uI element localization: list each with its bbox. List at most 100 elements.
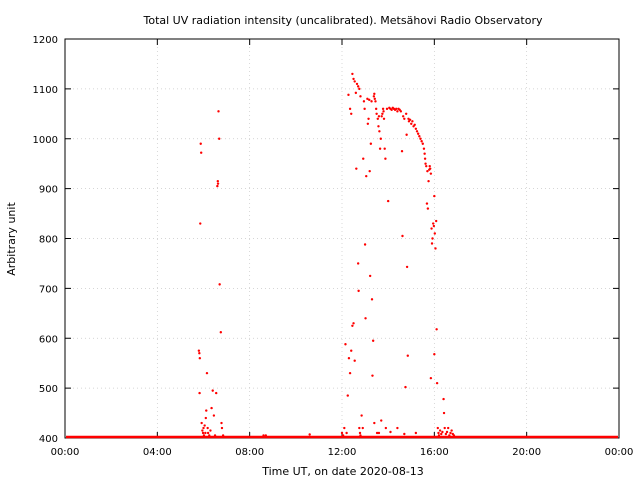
data-point <box>368 274 372 278</box>
data-point <box>385 107 389 111</box>
data-point <box>443 426 446 430</box>
data-point <box>362 100 366 103</box>
data-point <box>358 431 362 435</box>
data-point <box>380 419 383 422</box>
data-point <box>368 98 371 102</box>
data-points <box>66 72 618 439</box>
data-point <box>384 157 387 160</box>
data-point <box>386 199 390 203</box>
data-point <box>435 381 439 385</box>
data-point <box>367 117 370 121</box>
data-point <box>352 322 355 325</box>
data-point <box>353 359 356 362</box>
data-point <box>434 219 438 223</box>
data-point <box>383 147 386 150</box>
x-tick-label: 08:00 <box>235 447 264 458</box>
data-point <box>380 115 383 118</box>
data-point <box>438 429 442 432</box>
data-point <box>411 120 414 123</box>
data-point <box>405 133 408 136</box>
data-point <box>219 331 223 334</box>
data-point <box>405 265 409 269</box>
data-point <box>446 426 450 430</box>
data-point <box>198 391 201 395</box>
data-point <box>373 97 376 101</box>
data-point <box>381 112 384 116</box>
data-point <box>401 234 404 238</box>
data-point <box>340 431 344 435</box>
data-point <box>371 339 375 342</box>
data-point <box>198 352 201 355</box>
data-point <box>433 353 436 356</box>
data-point <box>376 117 379 121</box>
data-point <box>414 127 418 130</box>
data-point <box>357 289 360 293</box>
data-point <box>216 179 220 183</box>
data-point <box>413 123 416 126</box>
data-point <box>351 324 354 327</box>
data-point <box>360 414 363 417</box>
data-point <box>216 182 220 185</box>
x-tick-label: 16:00 <box>420 447 449 458</box>
data-point <box>430 227 433 230</box>
data-point <box>442 397 445 401</box>
data-point <box>215 391 218 395</box>
data-point <box>202 426 205 430</box>
data-point <box>368 169 371 173</box>
data-point <box>350 112 353 116</box>
data-point <box>204 416 208 420</box>
x-tick-label: 00:00 <box>605 447 634 458</box>
data-point <box>199 142 202 145</box>
data-point <box>344 343 347 346</box>
data-point <box>429 376 433 380</box>
data-point <box>381 107 385 111</box>
data-point <box>427 179 430 183</box>
data-point <box>431 237 434 240</box>
data-point <box>377 115 381 118</box>
data-point <box>264 434 268 437</box>
data-point <box>418 135 421 138</box>
data-point <box>408 118 412 122</box>
data-point <box>428 164 431 168</box>
data-point <box>375 431 379 435</box>
data-point <box>441 430 444 434</box>
data-point <box>217 110 220 113</box>
data-point <box>209 429 212 432</box>
y-axis-label: Arbitrary unit <box>5 202 18 276</box>
data-point <box>205 409 208 412</box>
data-point <box>437 434 441 437</box>
data-point <box>308 433 311 436</box>
data-point <box>415 130 419 133</box>
data-point <box>433 232 436 235</box>
data-point <box>341 434 345 437</box>
data-point <box>377 431 381 435</box>
data-point <box>355 82 359 86</box>
data-point <box>206 426 209 430</box>
data-point <box>390 108 393 112</box>
data-point <box>210 406 213 410</box>
data-point <box>208 434 211 437</box>
data-point <box>403 117 406 121</box>
y-tick-label: 1200 <box>33 35 58 46</box>
x-tick-label: 12:00 <box>328 447 357 458</box>
data-point <box>373 92 376 96</box>
data-point <box>356 85 360 88</box>
data-point <box>404 385 407 389</box>
data-point <box>389 430 392 434</box>
data-point <box>424 162 427 165</box>
data-point <box>442 411 446 415</box>
data-point <box>365 174 368 178</box>
data-point <box>361 426 364 430</box>
data-point <box>359 434 362 437</box>
data-point <box>431 222 435 225</box>
y-tick-label: 900 <box>39 185 58 196</box>
data-point <box>370 100 373 103</box>
data-point <box>419 137 422 140</box>
data-point <box>400 150 404 153</box>
data-point <box>363 243 367 246</box>
data-point <box>401 115 405 118</box>
data-point <box>220 426 224 430</box>
data-point <box>377 125 380 128</box>
data-point <box>347 357 351 360</box>
